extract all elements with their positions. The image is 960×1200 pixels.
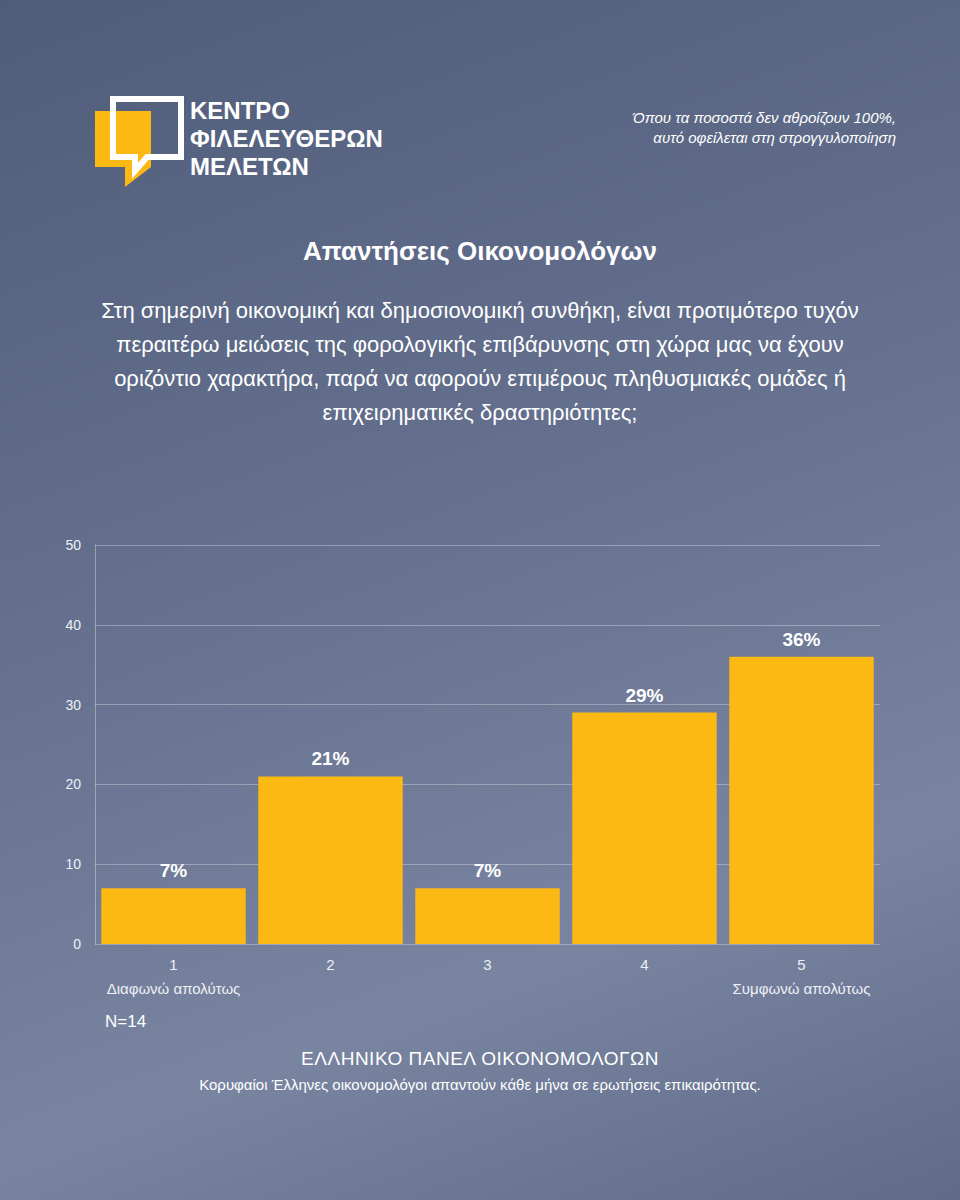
svg-text:36%: 36% [782,629,820,650]
html-text:Όπου τα ποσοστά δεν αθροίζουν: Όπου τα ποσοστά δεν αθροίζουν 100%, [632,109,896,126]
svg-text:Συμφωνώ απολύτως: Συμφωνώ απολύτως [733,980,871,997]
svg-text:40: 40 [65,617,81,633]
svg-text:30: 30 [65,697,81,713]
html-text:ΚΕΝΤΡΟ: ΚΕΝΤΡΟ [190,97,290,124]
svg-text:10: 10 [65,856,81,872]
svg-text:Διαφωνώ απολύτως: Διαφωνώ απολύτως [107,980,241,997]
html-text:ΦΙΛΕΛΕΥΘΕΡΩΝ: ΦΙΛΕΛΕΥΘΕΡΩΝ [190,125,383,152]
svg-text:7%: 7% [160,860,188,881]
svg-text:3: 3 [483,956,491,973]
svg-text:21%: 21% [311,748,349,769]
svg-text:50: 50 [65,537,81,553]
svg-text:0: 0 [73,936,81,952]
html-text:ΜΕΛΕΤΩΝ: ΜΕΛΕΤΩΝ [190,153,309,180]
svg-text:4: 4 [640,956,648,973]
html-text:αυτό οφείλεται στη στρογγυλοπο: αυτό οφείλεται στη στρογγυλοποίηση [653,129,896,146]
svg-text:1: 1 [169,956,177,973]
html-text:Κορυφαίοι Έλληνες οικονομολόγο: Κορυφαίοι Έλληνες οικονομολόγοι απαντούν… [199,1076,761,1093]
svg-text:2: 2 [326,956,334,973]
svg-text:5: 5 [797,956,805,973]
html-text:N=14: N=14 [105,1012,147,1031]
html-text:ΕΛΛΗΝΙΚΟ ΠΑΝΕΛ ΟΙΚΟΝΟΜΟΛΟΓΩΝ: ΕΛΛΗΝΙΚΟ ΠΑΝΕΛ ΟΙΚΟΝΟΜΟΛΟΓΩΝ [301,1048,659,1069]
html-text:Στη σημερινή οικονομική και δη: Στη σημερινή οικονομική και δημοσιονομικ… [101,298,859,425]
svg-text:29%: 29% [625,685,663,706]
svg-text:7%: 7% [474,860,502,881]
svg-text:20: 20 [65,776,81,792]
html-text:Απαντήσεις Οικονομολόγων: Απαντήσεις Οικονομολόγων [303,236,657,266]
